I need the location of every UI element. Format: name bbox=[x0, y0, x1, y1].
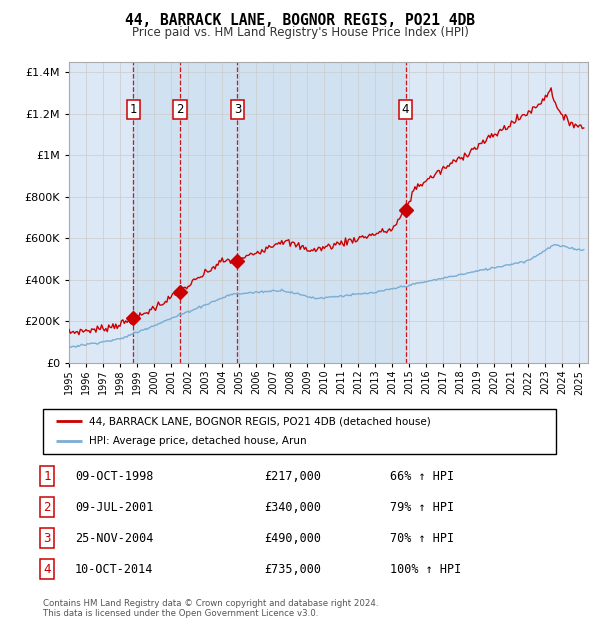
Text: Contains HM Land Registry data © Crown copyright and database right 2024.
This d: Contains HM Land Registry data © Crown c… bbox=[43, 599, 379, 618]
Text: 4: 4 bbox=[402, 103, 409, 116]
Text: 79% ↑ HPI: 79% ↑ HPI bbox=[390, 501, 454, 513]
Text: £217,000: £217,000 bbox=[264, 470, 321, 482]
Bar bbox=[133, 62, 406, 363]
Text: 66% ↑ HPI: 66% ↑ HPI bbox=[390, 470, 454, 482]
Text: 3: 3 bbox=[234, 103, 241, 116]
Text: HPI: Average price, detached house, Arun: HPI: Average price, detached house, Arun bbox=[89, 436, 307, 446]
Text: 1: 1 bbox=[130, 103, 137, 116]
Text: 70% ↑ HPI: 70% ↑ HPI bbox=[390, 532, 454, 544]
FancyBboxPatch shape bbox=[43, 409, 556, 454]
Text: 2: 2 bbox=[176, 103, 184, 116]
Text: £490,000: £490,000 bbox=[264, 532, 321, 544]
Text: 09-JUL-2001: 09-JUL-2001 bbox=[75, 501, 154, 513]
Text: 09-OCT-1998: 09-OCT-1998 bbox=[75, 470, 154, 482]
Text: 44, BARRACK LANE, BOGNOR REGIS, PO21 4DB (detached house): 44, BARRACK LANE, BOGNOR REGIS, PO21 4DB… bbox=[89, 416, 431, 427]
Text: 1: 1 bbox=[43, 470, 50, 482]
Text: 4: 4 bbox=[43, 563, 50, 575]
Text: 10-OCT-2014: 10-OCT-2014 bbox=[75, 563, 154, 575]
Text: 25-NOV-2004: 25-NOV-2004 bbox=[75, 532, 154, 544]
Text: 100% ↑ HPI: 100% ↑ HPI bbox=[390, 563, 461, 575]
Text: 44, BARRACK LANE, BOGNOR REGIS, PO21 4DB: 44, BARRACK LANE, BOGNOR REGIS, PO21 4DB bbox=[125, 13, 475, 28]
Text: 2: 2 bbox=[43, 501, 50, 513]
Text: Price paid vs. HM Land Registry's House Price Index (HPI): Price paid vs. HM Land Registry's House … bbox=[131, 26, 469, 39]
Text: 3: 3 bbox=[43, 532, 50, 544]
Text: £340,000: £340,000 bbox=[264, 501, 321, 513]
Text: £735,000: £735,000 bbox=[264, 563, 321, 575]
